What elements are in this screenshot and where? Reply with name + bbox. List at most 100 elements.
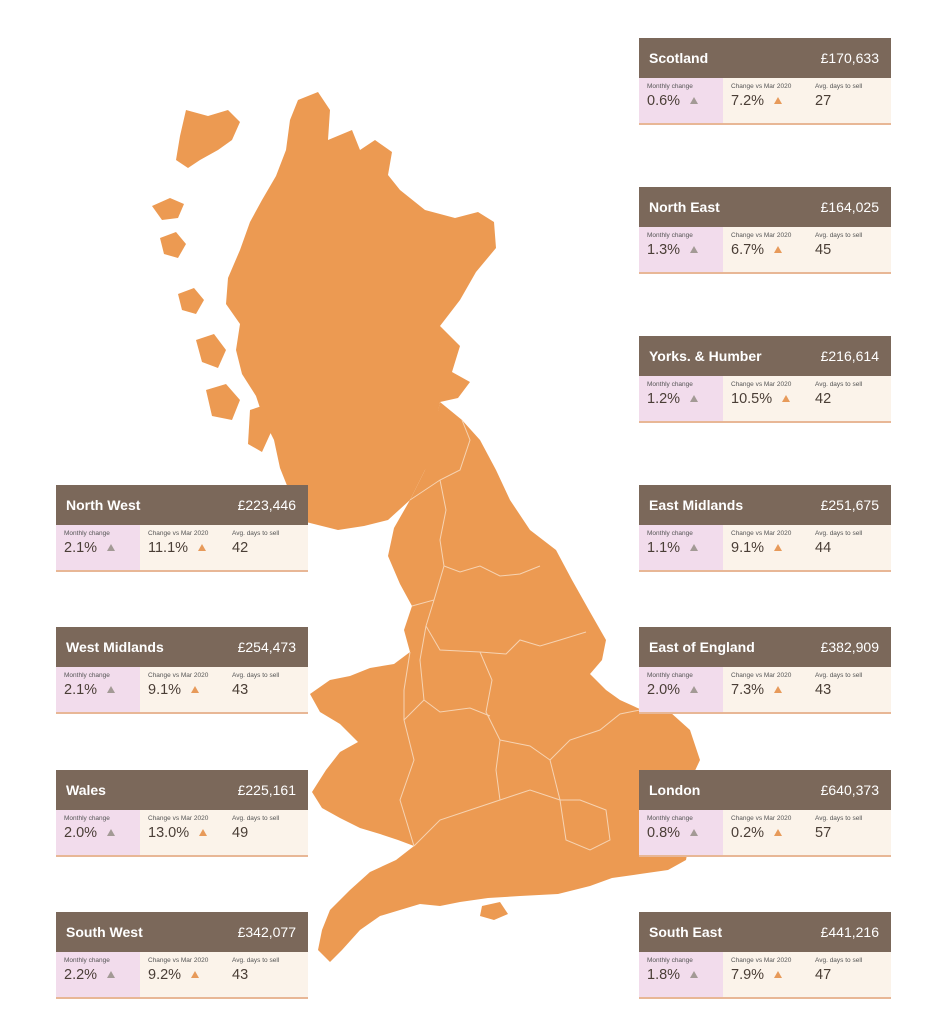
map-border (479, 651, 551, 761)
monthly-change-cell: Monthly change 2.1% (56, 525, 140, 570)
card-header: South West £342,077 (56, 912, 308, 952)
monthly-change-cell: Monthly change 1.1% (639, 525, 723, 570)
map-isle (206, 384, 240, 420)
change-vs-mar-2020-cell: Change vs Mar 2020 7.3% (723, 667, 807, 712)
up-triangle-icon (107, 829, 116, 836)
avg-days-to-sell-label: Avg. days to sell (815, 672, 863, 679)
monthly-change-value: 1.8% (647, 967, 681, 983)
change-vs-mar-2020-label: Change vs Mar 2020 (731, 815, 792, 822)
monthly-change-label: Monthly change (647, 232, 693, 239)
monthly-change-value: 0.6% (647, 93, 681, 109)
change-vs-mar-2020-label: Change vs Mar 2020 (731, 672, 792, 679)
avg-days-to-sell-value: 47 (815, 967, 832, 983)
region-name: Wales (66, 782, 106, 798)
avg-days-to-sell-label: Avg. days to sell (815, 83, 863, 90)
change-vs-mar-2020-value: 13.0% (148, 825, 190, 841)
card-stats: Monthly change 0.8% Change vs Mar 2020 0… (639, 810, 891, 857)
avg-days-to-sell-value: 27 (815, 93, 832, 109)
change-vs-mar-2020-label: Change vs Mar 2020 (731, 83, 792, 90)
change-vs-mar-2020-cell: Change vs Mar 2020 9.2% (140, 952, 224, 997)
card-header: North West £223,446 (56, 485, 308, 525)
card-stats: Monthly change 1.8% Change vs Mar 2020 7… (639, 952, 891, 999)
change-vs-mar-2020-label: Change vs Mar 2020 (148, 957, 209, 964)
card-stats: Monthly change 2.1% Change vs Mar 2020 9… (56, 667, 308, 714)
avg-days-to-sell-value: 57 (815, 825, 832, 841)
avg-days-to-sell-cell: Avg. days to sell 43 (807, 667, 891, 712)
up-triangle-icon (774, 544, 783, 551)
region-card-north-east: North East £164,025 Monthly change 1.3% … (639, 187, 891, 274)
region-price: £441,216 (820, 924, 879, 940)
up-triangle-icon (690, 686, 699, 693)
monthly-change-cell: Monthly change 1.3% (639, 227, 723, 272)
monthly-change-label: Monthly change (647, 815, 693, 822)
up-triangle-icon (199, 829, 208, 836)
up-triangle-icon (107, 971, 116, 978)
change-vs-mar-2020-value: 11.1% (148, 540, 189, 556)
change-vs-mar-2020-cell: Change vs Mar 2020 11.1% (140, 525, 224, 570)
card-header: East Midlands £251,675 (639, 485, 891, 525)
change-vs-mar-2020-cell: Change vs Mar 2020 13.0% (140, 810, 224, 855)
up-triangle-icon (198, 544, 207, 551)
region-name: South West (66, 924, 143, 940)
monthly-change-value: 2.1% (64, 682, 98, 698)
monthly-change-cell: Monthly change 2.0% (639, 667, 723, 712)
card-stats: Monthly change 2.0% Change vs Mar 2020 1… (56, 810, 308, 857)
monthly-change-value: 2.0% (647, 682, 681, 698)
region-name: West Midlands (66, 639, 164, 655)
up-triangle-icon (774, 97, 783, 104)
region-name: North East (649, 199, 720, 215)
region-name: South East (649, 924, 723, 940)
up-triangle-icon (690, 544, 699, 551)
monthly-change-cell: Monthly change 2.1% (56, 667, 140, 712)
map-isle (248, 406, 272, 452)
up-triangle-icon (191, 686, 200, 693)
change-vs-mar-2020-value: 0.2% (731, 825, 765, 841)
change-vs-mar-2020-value: 9.2% (148, 967, 182, 983)
region-name: North West (66, 497, 141, 513)
avg-days-to-sell-cell: Avg. days to sell 57 (807, 810, 891, 855)
change-vs-mar-2020-cell: Change vs Mar 2020 7.9% (723, 952, 807, 997)
monthly-change-cell: Monthly change 1.8% (639, 952, 723, 997)
avg-days-to-sell-label: Avg. days to sell (815, 957, 863, 964)
region-price: £164,025 (820, 199, 879, 215)
region-price: £342,077 (237, 924, 296, 940)
region-card-yorks-humber: Yorks. & Humber £216,614 Monthly change … (639, 336, 891, 423)
region-name: Scotland (649, 50, 709, 66)
card-stats: Monthly change 1.1% Change vs Mar 2020 9… (639, 525, 891, 572)
monthly-change-label: Monthly change (64, 957, 110, 964)
change-vs-mar-2020-value: 6.7% (731, 242, 765, 258)
card-stats: Monthly change 1.3% Change vs Mar 2020 6… (639, 227, 891, 274)
monthly-change-label: Monthly change (647, 957, 693, 964)
avg-days-to-sell-label: Avg. days to sell (815, 381, 863, 388)
card-header: Scotland £170,633 (639, 38, 891, 78)
map-isle (178, 288, 204, 314)
region-price: £640,373 (820, 782, 879, 798)
map-isle (160, 232, 186, 258)
monthly-change-cell: Monthly change 0.8% (639, 810, 723, 855)
avg-days-to-sell-value: 42 (815, 391, 832, 407)
monthly-change-label: Monthly change (64, 815, 110, 822)
card-header: Wales £225,161 (56, 770, 308, 810)
avg-days-to-sell-value: 42 (232, 540, 249, 556)
map-border (549, 709, 641, 761)
map-border (425, 599, 587, 655)
map-border (403, 699, 425, 721)
monthly-change-label: Monthly change (647, 672, 693, 679)
region-card-south-east: South East £441,216 Monthly change 1.8% … (639, 912, 891, 999)
change-vs-mar-2020-cell: Change vs Mar 2020 0.2% (723, 810, 807, 855)
avg-days-to-sell-value: 44 (815, 540, 832, 556)
up-triangle-icon (107, 686, 116, 693)
change-vs-mar-2020-cell: Change vs Mar 2020 7.2% (723, 78, 807, 123)
avg-days-to-sell-value: 45 (815, 242, 832, 258)
avg-days-to-sell-cell: Avg. days to sell 43 (224, 952, 308, 997)
map-border (413, 789, 561, 847)
avg-days-to-sell-cell: Avg. days to sell 45 (807, 227, 891, 272)
change-vs-mar-2020-label: Change vs Mar 2020 (731, 957, 792, 964)
region-name: Yorks. & Humber (649, 348, 762, 364)
avg-days-to-sell-label: Avg. days to sell (232, 957, 280, 964)
avg-days-to-sell-value: 49 (232, 825, 249, 841)
change-vs-mar-2020-cell: Change vs Mar 2020 9.1% (723, 525, 807, 570)
region-name: London (649, 782, 701, 798)
change-vs-mar-2020-value: 7.2% (731, 93, 765, 109)
